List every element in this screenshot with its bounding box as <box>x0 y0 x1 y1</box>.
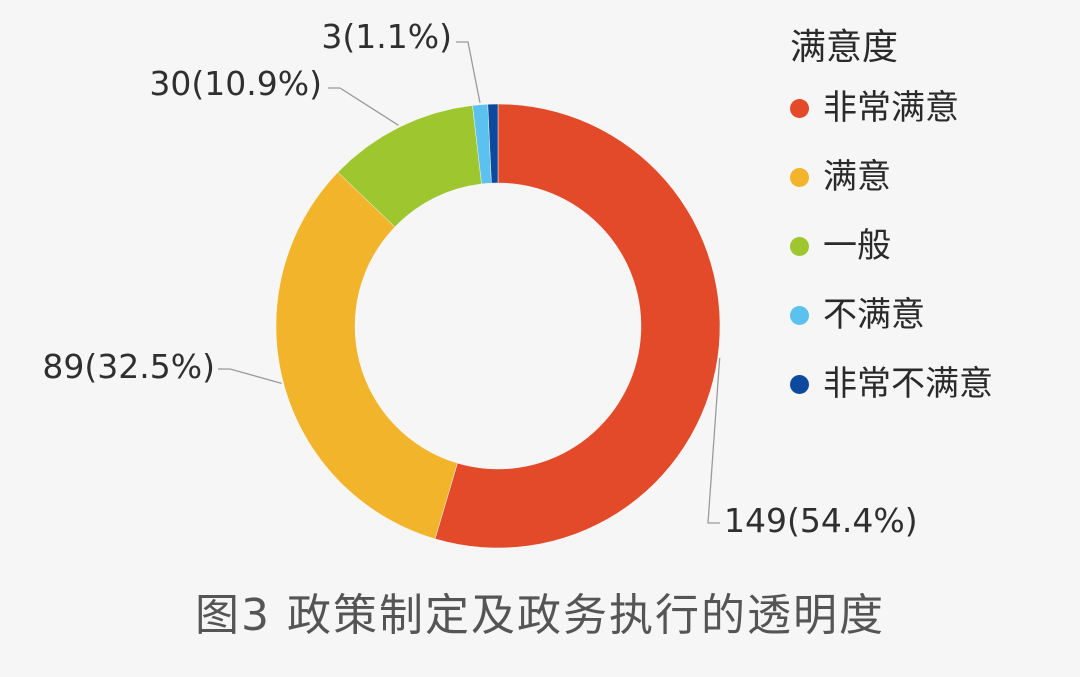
label-dissatisfied: 3(1.1%) <box>321 17 452 56</box>
label-very-satisfied: 149(54.4%) <box>724 501 918 540</box>
legend-label: 一般 <box>823 226 891 266</box>
legend-marker <box>790 305 809 325</box>
legend-marker <box>790 167 809 187</box>
leader-line <box>218 368 282 384</box>
legend-marker <box>790 374 809 394</box>
legend-label: 非常不满意 <box>823 364 993 404</box>
legend-label: 不满意 <box>823 295 925 335</box>
legend: 满意度 非常满意 满意 一般 不满意 非常不满意 <box>790 28 993 433</box>
label-neutral: 30(10.9%) <box>149 64 322 103</box>
legend-label: 满意 <box>823 157 891 197</box>
legend-item-very-satisfied: 非常满意 <box>790 88 993 128</box>
slice-very-satisfied <box>434 103 721 549</box>
donut-chart: 149(54.4%) 89(32.5%) 30(10.9%) 3(1.1%) <box>42 17 918 549</box>
legend-item-satisfied: 满意 <box>790 157 993 197</box>
legend-item-neutral: 一般 <box>790 226 993 266</box>
slice-very-dissatisfied <box>487 103 499 184</box>
legend-item-very-dissatisfied: 非常不满意 <box>790 364 993 404</box>
legend-marker <box>790 98 809 118</box>
slice-satisfied <box>275 171 458 540</box>
label-satisfied: 89(32.5%) <box>42 347 215 386</box>
legend-item-dissatisfied: 不满意 <box>790 295 993 335</box>
legend-title: 满意度 <box>790 27 899 68</box>
leader-line <box>456 41 481 103</box>
legend-marker <box>790 236 809 256</box>
leader-line <box>707 358 721 524</box>
chart-caption: 图3 政策制定及政务执行的透明度 <box>195 590 885 641</box>
legend-label: 非常满意 <box>823 88 959 128</box>
leader-line <box>328 87 399 126</box>
